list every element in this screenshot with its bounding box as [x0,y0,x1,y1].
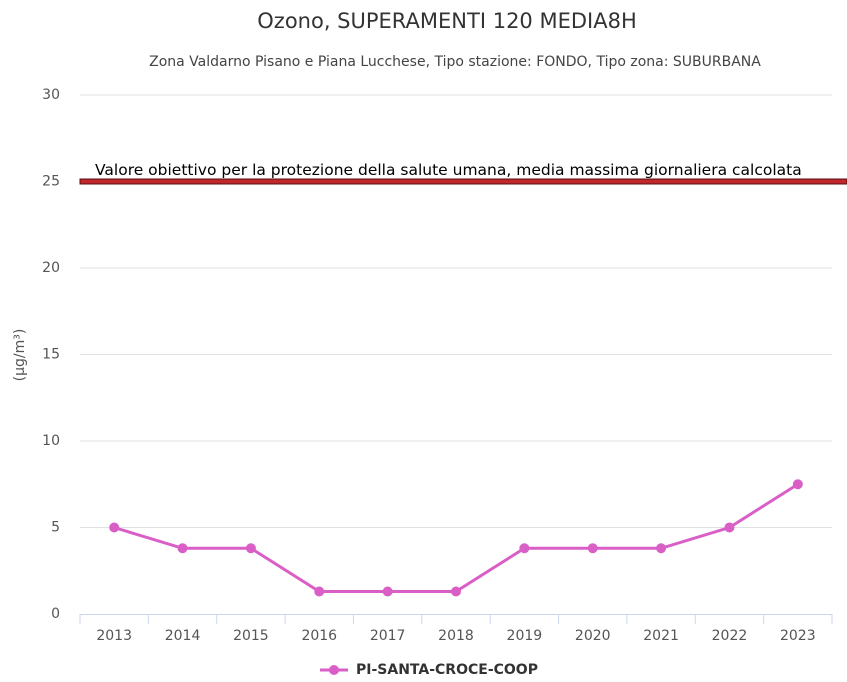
data-point [177,543,188,554]
data-point [792,479,803,490]
x-tick-label: 2017 [370,628,406,644]
y-tick-label: 30 [42,87,60,103]
data-point [314,586,325,597]
plot-line [79,178,847,185]
x-tick-label: 2015 [233,628,269,644]
x-tick-label: 2023 [780,628,816,644]
x-tick-label: 2019 [507,628,543,644]
x-tick-label: 2020 [575,628,611,644]
y-tick-label: 0 [51,606,60,622]
y-tick-label: 20 [42,260,60,276]
data-point [451,586,461,597]
data-point [656,543,667,554]
legend-label: PI-SANTA-CROCE-COOP [356,662,538,678]
data-point [587,543,598,554]
x-tick-label: 2021 [643,628,679,644]
chart-subtitle: Zona Valdarno Pisano e Piana Lucchese, T… [149,54,761,70]
plot-line-label: Valore obiettivo per la protezione della… [95,161,802,179]
x-tick-label: 2016 [301,628,337,644]
x-tick-label: 2018 [438,628,474,644]
x-tick-label: 2014 [165,628,201,644]
x-tick-label: 2013 [96,628,132,644]
y-tick-label: 10 [42,433,60,449]
data-point [109,522,120,533]
series-line [113,482,799,594]
data-point [382,586,393,597]
data-point [245,543,256,554]
y-tick-label: 5 [51,520,60,536]
x-tick-label: 2022 [712,628,748,644]
y-tick-label: 25 [42,174,60,190]
legend-symbol [329,665,339,675]
chart-title: Ozono, SUPERAMENTI 120 MEDIA8H [257,9,636,33]
data-point [724,522,735,533]
y-tick-label: 15 [42,347,60,363]
data-point [519,543,530,554]
y-axis-label: (µg/m³) [12,329,28,382]
